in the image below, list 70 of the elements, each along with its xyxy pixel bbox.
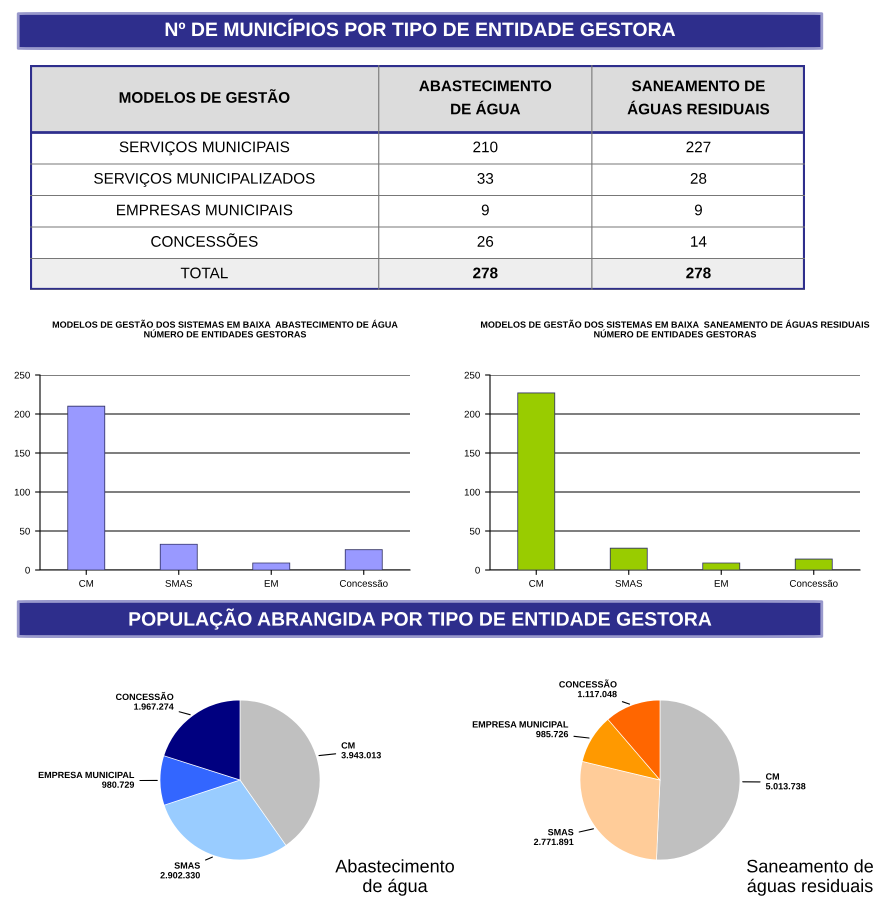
x-tick-label: CM <box>529 580 544 587</box>
y-tick-label: TOTAL <box>180 268 228 278</box>
data-label: 2.771.891 <box>534 838 574 846</box>
chart-title: MODELOS DE GESTÃO DOS SISTEMAS EM BAIXA ABASTECIMENTO DE ÁGUA <box>52 320 398 328</box>
data-label: 278 <box>686 268 711 278</box>
x-tick-label: Concessão <box>340 580 388 587</box>
y-tick-label: 50 <box>20 528 30 535</box>
data-label: 26 <box>478 236 494 247</box>
slice-label: SMAS <box>174 862 200 869</box>
data-label: 985.726 <box>536 730 568 738</box>
bar <box>344 549 383 570</box>
data-label: 1.117.048 <box>578 690 617 698</box>
y-tick-label: CONCESSÕES <box>151 233 258 247</box>
chart-title: Nº DE MUNICÍPIOS POR TIPO DE ENTIDADE GESTORA <box>166 18 676 36</box>
y-tick-label: SERVIÇOS MUNICIPALIZADOS <box>94 172 315 187</box>
bar <box>794 558 833 570</box>
chart-title: MODELOS DE GESTÃO DOS SISTEMAS EM BAIXA SANEAMENTO DE ÁGUAS RESIDUAIS <box>480 320 870 328</box>
y-tick-label: SERVIÇOS MUNICIPAIS <box>120 141 290 156</box>
x-tick-label: EM <box>714 580 728 587</box>
x-tick-label: SANEAMENTO DE ÁGUAS RESIDUAIS <box>628 80 770 114</box>
bar <box>252 562 290 570</box>
y-tick-label: 250 <box>464 372 480 379</box>
text: Saneamento de águas residuais <box>747 859 873 896</box>
x-tick-label: EM <box>264 580 278 587</box>
y-tick-label: EMPRESAS MUNICIPAIS <box>117 204 292 216</box>
bar <box>610 548 648 570</box>
chart-subtitle: NÚMERO DE ENTIDADES GESTORAS <box>144 329 306 338</box>
y-tick-label: 100 <box>14 488 30 496</box>
x-tick-label: ABASTECIMENTO DE ÁGUA <box>419 80 552 114</box>
slice-label: CONCESSÃO <box>559 679 617 688</box>
slice-label: CM <box>766 773 780 780</box>
text: POPULAÇÃO ABRANGIDA POR TIPO DE ENTIDADE GESTORA <box>129 608 712 630</box>
data-label: 2.902.330 <box>160 872 200 878</box>
data-label: 1.967.274 <box>134 703 174 710</box>
data-label: 33 <box>477 173 494 184</box>
data-label: 5.013.738 <box>766 783 806 790</box>
data-label: 3.943.013 <box>341 752 381 758</box>
x-tick-label: CM <box>79 580 94 587</box>
y-tick-label: 250 <box>14 372 30 379</box>
x-tick-label: SMAS <box>615 580 642 587</box>
y-tick-label: 200 <box>14 410 30 418</box>
data-label: 9 <box>694 204 702 216</box>
data-label: 28 <box>690 173 706 184</box>
data-label: 9 <box>482 204 489 216</box>
x-tick-label: SMAS <box>165 580 192 587</box>
y-tick-label: 0 <box>25 566 30 574</box>
slice-label: SMAS <box>548 828 574 836</box>
data-label: 278 <box>473 268 498 278</box>
slice-label: CM <box>342 742 355 749</box>
bar <box>702 562 740 570</box>
bar <box>517 392 556 570</box>
y-tick-label: 150 <box>14 450 30 457</box>
slice-label: EMPRESA MUNICIPAL <box>472 721 568 728</box>
data-label: 980.729 <box>102 781 134 788</box>
y-tick-label: 150 <box>464 450 480 457</box>
x-tick-label: Concessão <box>790 580 838 587</box>
y-tick-label: 200 <box>464 410 480 418</box>
data-label: 210 <box>473 142 498 152</box>
text: Abastecimento de água <box>335 859 454 896</box>
y-axis-title: MODELOS DE GESTÃO <box>120 89 290 103</box>
y-tick-label: 50 <box>470 528 480 535</box>
chart-subtitle: NÚMERO DE ENTIDADES GESTORAS <box>594 329 756 338</box>
data-label: 227 <box>686 142 710 152</box>
slice-label: CONCESSÃO <box>116 692 174 700</box>
y-tick-label: 0 <box>475 566 480 574</box>
data-label: 14 <box>691 236 706 247</box>
bar <box>160 544 198 570</box>
slice-label: EMPRESA MUNICIPAL <box>38 772 134 778</box>
y-tick-label: 100 <box>464 488 480 496</box>
bar <box>67 406 106 570</box>
